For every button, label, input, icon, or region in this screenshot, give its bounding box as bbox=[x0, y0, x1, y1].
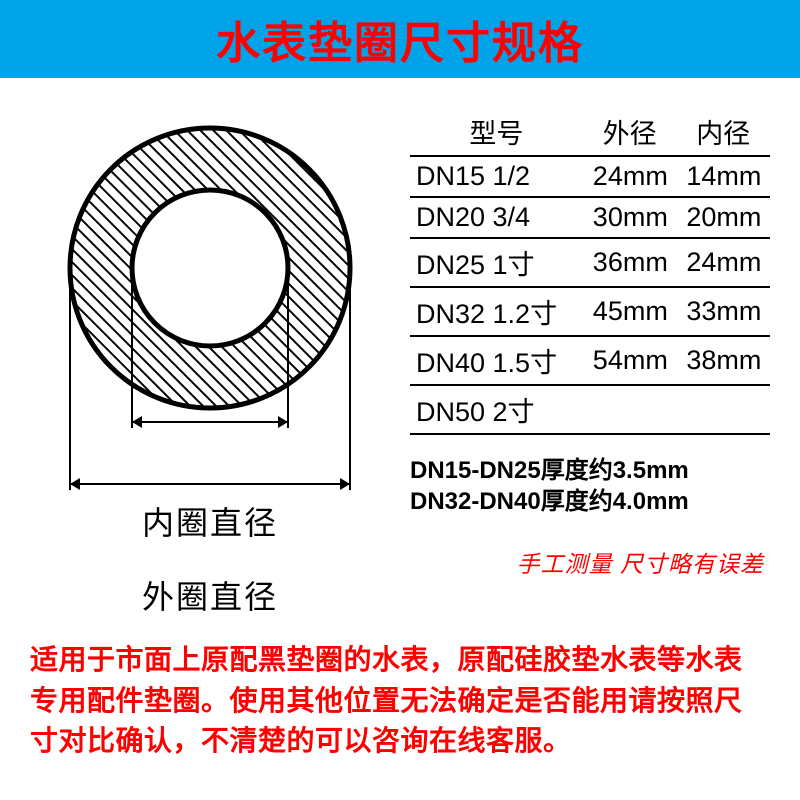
table-row: DN32 1.2寸45mm33mm bbox=[410, 287, 770, 336]
col-model: 型号 bbox=[410, 108, 583, 156]
cell-model: DN40 1.5寸 bbox=[410, 336, 583, 385]
col-inner: 内径 bbox=[676, 108, 770, 156]
table-header-row: 型号 外径 内径 bbox=[410, 108, 770, 156]
header-bar: 水表垫圈尺寸规格 bbox=[0, 0, 800, 78]
footer-description: 适用于市面上原配黑垫圈的水表，原配硅胶垫水表等水表专用配件垫圈。使用其他位置无法… bbox=[0, 618, 800, 762]
cell-inner: 24mm bbox=[676, 238, 770, 287]
cell-outer: 30mm bbox=[583, 197, 677, 238]
table-row: DN40 1.5寸54mm38mm bbox=[410, 336, 770, 385]
table-row: DN25 1寸36mm24mm bbox=[410, 238, 770, 287]
cell-model: DN20 3/4 bbox=[410, 197, 583, 238]
cell-inner bbox=[676, 385, 770, 434]
table-row: DN15 1/224mm14mm bbox=[410, 156, 770, 197]
cell-model: DN32 1.2寸 bbox=[410, 287, 583, 336]
cell-model: DN15 1/2 bbox=[410, 156, 583, 197]
thickness-info: DN15-DN25厚度约3.5mm DN32-DN40厚度约4.0mm bbox=[410, 455, 770, 517]
cell-inner: 20mm bbox=[676, 197, 770, 238]
measurement-note: 手工测量 尺寸略有误差 bbox=[410, 545, 770, 579]
cell-outer: 36mm bbox=[583, 238, 677, 287]
cell-outer: 45mm bbox=[583, 287, 677, 336]
cell-outer bbox=[583, 385, 677, 434]
page-title: 水表垫圈尺寸规格 bbox=[216, 7, 584, 71]
inner-diameter-label: 内圈直径 bbox=[142, 498, 278, 544]
cell-outer: 24mm bbox=[583, 156, 677, 197]
spec-table: 型号 外径 内径 DN15 1/224mm14mmDN20 3/430mm20m… bbox=[410, 108, 770, 435]
table-row: DN50 2寸 bbox=[410, 385, 770, 434]
cell-model: DN25 1寸 bbox=[410, 238, 583, 287]
cell-inner: 38mm bbox=[676, 336, 770, 385]
cell-outer: 54mm bbox=[583, 336, 677, 385]
washer-diagram bbox=[40, 108, 380, 494]
thickness-line-2: DN32-DN40厚度约4.0mm bbox=[410, 486, 770, 517]
cell-inner: 33mm bbox=[676, 287, 770, 336]
table-row: DN20 3/430mm20mm bbox=[410, 197, 770, 238]
spec-column: 型号 外径 内径 DN15 1/224mm14mmDN20 3/430mm20m… bbox=[390, 108, 770, 618]
outer-diameter-label: 外圈直径 bbox=[142, 572, 278, 618]
cell-model: DN50 2寸 bbox=[410, 385, 583, 434]
cell-inner: 14mm bbox=[676, 156, 770, 197]
diagram-column: 内圈直径 外圈直径 bbox=[30, 108, 390, 618]
thickness-line-1: DN15-DN25厚度约3.5mm bbox=[410, 455, 770, 486]
main-content: 内圈直径 外圈直径 型号 外径 内径 DN15 1/224mm14mmDN20 … bbox=[0, 78, 800, 618]
col-outer: 外径 bbox=[583, 108, 677, 156]
